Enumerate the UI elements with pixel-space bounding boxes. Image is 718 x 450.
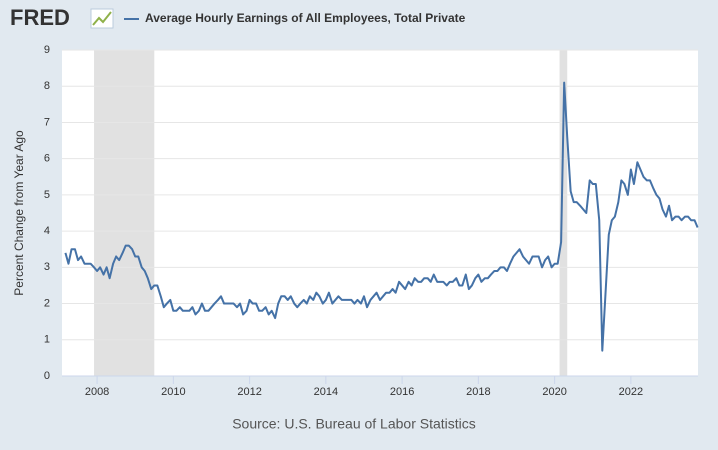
data-line [64,81,699,352]
y-tick-label: 1 [44,334,50,346]
y-tick-label: 3 [44,261,50,273]
logo-icon [90,8,114,29]
legend-label: Average Hourly Earnings of All Employees… [145,11,466,25]
x-tick-label: 2018 [466,386,490,398]
y-tick-label: 0 [44,370,50,382]
y-tick-label: 4 [44,225,50,237]
recession-band [559,50,568,376]
logo: FRED [10,5,70,30]
x-tick-label: 2016 [390,386,414,398]
y-tick-label: 6 [44,153,50,165]
x-tick-label: 2010 [161,386,185,398]
y-tick-label: 9 [44,44,50,56]
source: Source: U.S. Bureau of Labor Statistics [232,416,476,432]
y-tick-label: 5 [44,189,50,201]
y-tick-label: 2 [44,297,50,309]
y-axis-label: Percent Change from Year Ago [12,130,26,296]
y-tick-label: 7 [44,116,50,128]
y-tick-label: 8 [44,80,50,92]
x-tick-label: 2020 [542,386,566,398]
x-tick-label: 2014 [314,386,338,398]
x-tick-label: 2012 [237,386,261,398]
x-tick-label: 2022 [619,386,643,398]
plot-area [62,50,698,376]
x-tick-label: 2008 [85,386,109,398]
recession-band [94,50,155,376]
